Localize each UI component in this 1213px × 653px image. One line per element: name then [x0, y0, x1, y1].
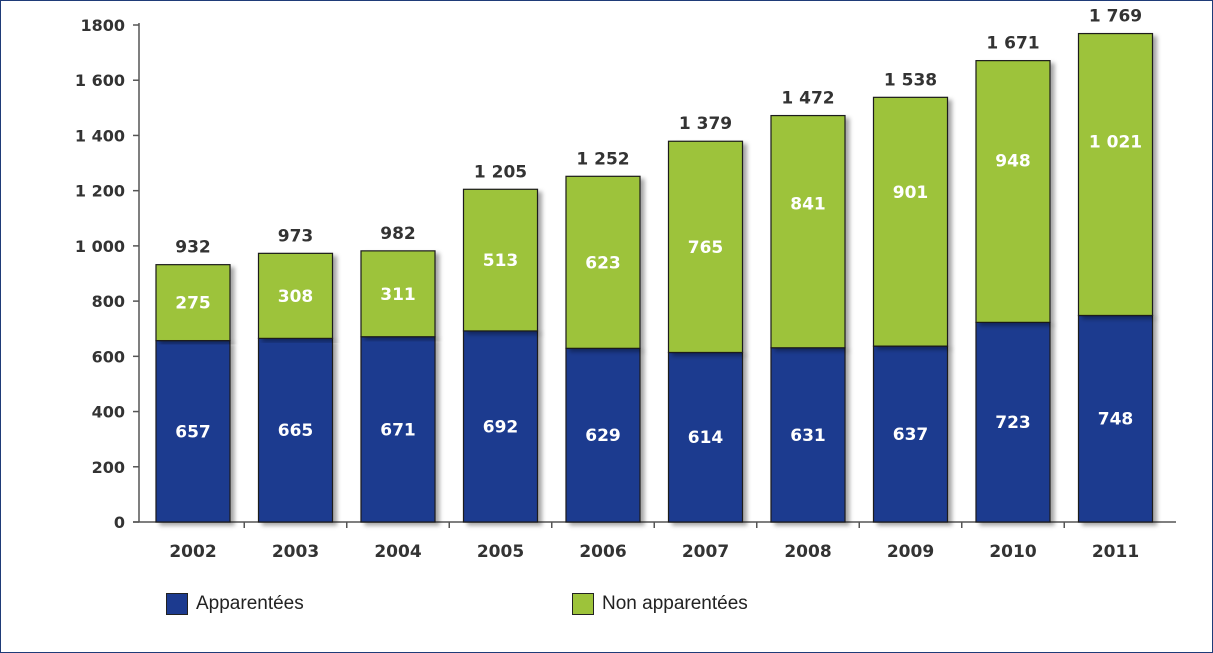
bar-non-apparentees [257, 252, 334, 339]
category-label: 2003 [272, 542, 319, 562]
bar-apparentees [872, 345, 949, 523]
bar-apparentees [462, 330, 539, 523]
bar-apparentees [360, 336, 436, 523]
y-tick-label: 0 [114, 513, 125, 532]
bar-non-apparentees [667, 140, 744, 354]
bar-non-apparentees [565, 175, 641, 349]
bar-non-apparentees [975, 60, 1051, 323]
y-tick-label: 400 [92, 403, 125, 422]
category-label: 2011 [1092, 542, 1139, 562]
axes: 0 200 400 600 800 1 000 1 200 1 400 1 600 1800 [75, 16, 1176, 532]
value-label-non-apparentees: 765 [688, 238, 724, 258]
legend-item-non-apparentees: Non apparentées [572, 593, 748, 615]
value-label-non-apparentees: 513 [483, 251, 519, 271]
labels: 657 275 932 2002 665 308 973 2003 671 311 982 2004 6… [169, 7, 1142, 562]
value-label-non-apparentees: 308 [278, 287, 314, 307]
y-tick-label: 1 600 [75, 71, 125, 90]
bar-apparentees [975, 321, 1051, 523]
total-label: 973 [278, 226, 314, 246]
legend-swatch-apparentees [166, 593, 188, 615]
legend-label-non-apparentees: Non apparentées [602, 593, 748, 614]
value-label-apparentees: 748 [1098, 410, 1134, 430]
bar-non-apparentees [1077, 32, 1154, 317]
y-tick-label: 800 [92, 292, 125, 311]
y-tick-label: 1 000 [75, 237, 125, 256]
category-label: 2007 [682, 542, 729, 562]
value-label-non-apparentees: 901 [893, 183, 929, 203]
value-label-apparentees: 671 [380, 420, 416, 440]
total-label: 1 472 [781, 89, 834, 109]
value-label-non-apparentees: 1 021 [1089, 133, 1142, 153]
total-label: 1 769 [1089, 7, 1142, 27]
bar-non-apparentees [872, 96, 949, 347]
value-label-apparentees: 723 [995, 413, 1031, 433]
y-tick-label: 1800 [80, 16, 125, 35]
legend-item-apparentees: Apparentées [166, 593, 304, 615]
bar-non-apparentees [155, 264, 231, 342]
category-label: 2009 [887, 542, 934, 562]
value-label-non-apparentees: 948 [995, 152, 1031, 172]
legend: Apparentées Non apparentées [166, 593, 1066, 623]
value-label-non-apparentees: 311 [380, 285, 416, 305]
bar-non-apparentees [462, 188, 539, 332]
y-tick-label: 200 [92, 458, 125, 477]
value-label-apparentees: 637 [893, 425, 929, 445]
value-label-apparentees: 631 [790, 426, 826, 446]
total-label: 1 205 [474, 162, 527, 182]
bar-non-apparentees [360, 250, 436, 338]
category-label: 2002 [169, 542, 216, 562]
bar-apparentees [257, 337, 334, 523]
value-label-apparentees: 665 [278, 421, 314, 441]
y-tick-label: 1 400 [75, 126, 125, 145]
category-label: 2004 [374, 542, 421, 562]
category-label: 2010 [989, 542, 1036, 562]
value-label-non-apparentees: 275 [175, 294, 211, 314]
bar-non-apparentees [770, 114, 846, 349]
bar-apparentees [565, 347, 641, 523]
bar-apparentees [770, 347, 846, 523]
total-label: 1 671 [986, 34, 1039, 54]
category-label: 2008 [784, 542, 831, 562]
value-label-apparentees: 657 [175, 422, 211, 442]
bar-apparentees [1077, 314, 1154, 523]
category-label: 2005 [477, 542, 524, 562]
total-label: 982 [380, 224, 416, 244]
legend-swatch-non-apparentees [572, 593, 594, 615]
value-label-apparentees: 629 [585, 426, 621, 446]
bar-apparentees [155, 339, 231, 523]
value-label-non-apparentees: 623 [585, 253, 621, 273]
value-label-apparentees: 614 [688, 428, 724, 448]
category-label: 2006 [579, 542, 626, 562]
stacked-bar-chart: 0 200 400 600 800 1 000 1 200 1 400 1 600 1800 65… [75, 7, 1176, 562]
y-tick-label: 1 200 [75, 182, 125, 201]
y-tick-label: 600 [92, 347, 125, 366]
value-label-non-apparentees: 841 [790, 195, 826, 215]
legend-label-apparentees: Apparentées [196, 593, 304, 614]
total-label: 1 252 [576, 149, 629, 169]
total-label: 1 538 [884, 70, 937, 90]
total-label: 1 379 [679, 114, 732, 134]
total-label: 932 [175, 238, 211, 258]
value-label-apparentees: 692 [483, 417, 519, 437]
bars [155, 32, 1154, 523]
